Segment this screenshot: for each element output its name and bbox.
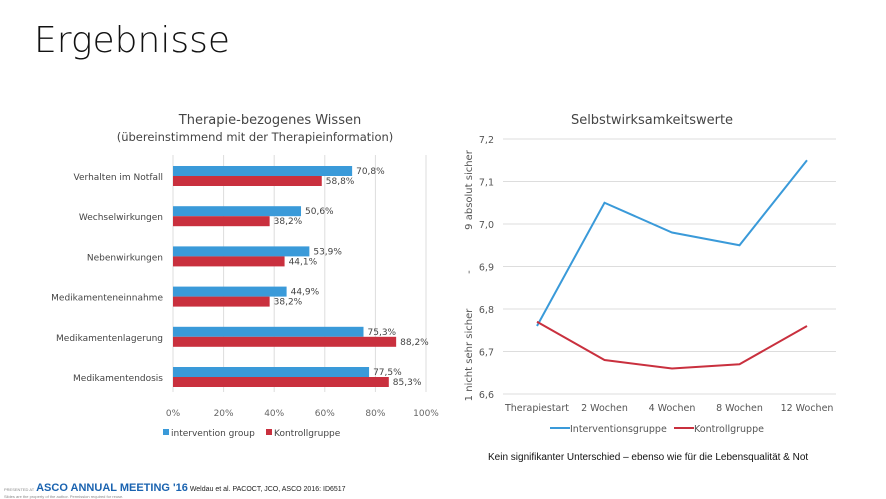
legend-swatch [266, 429, 272, 435]
data-label: 75,3% [368, 328, 397, 338]
footer: PRESENTED AT ASCO ANNUAL MEETING '16 Wel… [4, 482, 346, 499]
bar-kontroll [173, 176, 322, 186]
data-label: 58,8% [326, 177, 355, 187]
legend-label: intervention group [171, 429, 255, 439]
x-category-label: 4 Wochen [649, 403, 696, 414]
data-label: 44,9% [291, 288, 320, 298]
page-title: Ergebnisse [34, 20, 230, 61]
legend-swatch [163, 429, 169, 435]
bar-chart-subtitle: (übereinstimmend mit der Therapieinforma… [117, 130, 394, 144]
x-tick-label: 80% [365, 409, 385, 419]
legend-label: Interventionsgruppe [570, 424, 667, 435]
data-label: 88,2% [400, 338, 429, 348]
bar-intervention [173, 246, 310, 257]
bar-kontroll [173, 296, 270, 307]
x-category-label: 8 Wochen [716, 403, 763, 414]
chart-note: Kein signifikanter Unterschied – ebenso … [488, 452, 809, 463]
presented-at: PRESENTED AT [4, 487, 35, 492]
bar-kontroll [173, 216, 270, 227]
category-label: Medikamentendosis [73, 374, 163, 384]
line-chart-title: Selbstwirksamkeitswerte [571, 113, 733, 128]
y-tick-label: 6,6 [479, 390, 494, 401]
bar-kontroll [173, 377, 389, 387]
reference: Weldau et al. PACOCT, JCO, ASCO 2016: ID… [189, 486, 346, 493]
bar-kontroll [173, 256, 285, 267]
data-label: 50,6% [305, 207, 334, 217]
data-label: 44,1% [289, 257, 318, 267]
y-axis-label-mid: - [464, 270, 475, 274]
data-label: 53,9% [313, 247, 342, 257]
y-axis-label-bottom: 1 nicht sehr sicher [464, 308, 475, 402]
legend-label: Kontrollgruppe [694, 424, 764, 435]
line-interventionsgruppe [536, 159, 808, 327]
asco-logo: ASCO ANNUAL MEETING '16 [36, 482, 188, 494]
x-tick-label: 40% [264, 409, 284, 419]
category-label: Medikamentenlagerung [56, 334, 163, 344]
data-label: 77,5% [373, 368, 402, 378]
x-tick-label: 60% [315, 409, 335, 419]
category-label: Medikamenteneinnahme [51, 294, 163, 304]
legend-label: Kontrollgruppe [274, 429, 341, 439]
x-tick-label: 0% [166, 409, 181, 419]
bar-kontroll [173, 336, 397, 347]
x-category-label: 2 Wochen [581, 403, 628, 414]
bar-intervention [173, 166, 353, 176]
y-tick-label: 6,8 [479, 305, 494, 316]
y-tick-label: 6,7 [479, 348, 494, 359]
x-category-label: 12 Wochen [781, 403, 834, 414]
bar-intervention [173, 286, 287, 297]
x-tick-label: 20% [214, 409, 234, 419]
x-category-label: Therapiestart [504, 403, 569, 414]
copyright: Slides are the property of the author. P… [4, 494, 124, 499]
line-kontrollgruppe [536, 320, 808, 370]
y-tick-label: 7,1 [479, 178, 494, 189]
category-label: Verhalten im Notfall [74, 173, 163, 183]
y-tick-label: 6,9 [479, 263, 494, 274]
category-label: Nebenwirkungen [87, 253, 163, 263]
x-tick-label: 100% [413, 409, 439, 419]
y-tick-label: 7,0 [479, 220, 494, 231]
data-label: 85,3% [393, 378, 422, 388]
y-axis-label-top: 9 absolut sicher [464, 149, 475, 230]
data-label: 70,8% [356, 167, 385, 177]
bar-chart-title: Therapie-bezogenes Wissen [178, 113, 361, 128]
bar-intervention [173, 367, 370, 377]
data-label: 38,2% [274, 217, 303, 227]
category-label: Wechselwirkungen [79, 213, 163, 223]
bar-intervention [173, 326, 364, 337]
bar-intervention [173, 206, 302, 217]
y-tick-label: 7,2 [479, 135, 494, 146]
data-label: 38,2% [274, 298, 303, 308]
